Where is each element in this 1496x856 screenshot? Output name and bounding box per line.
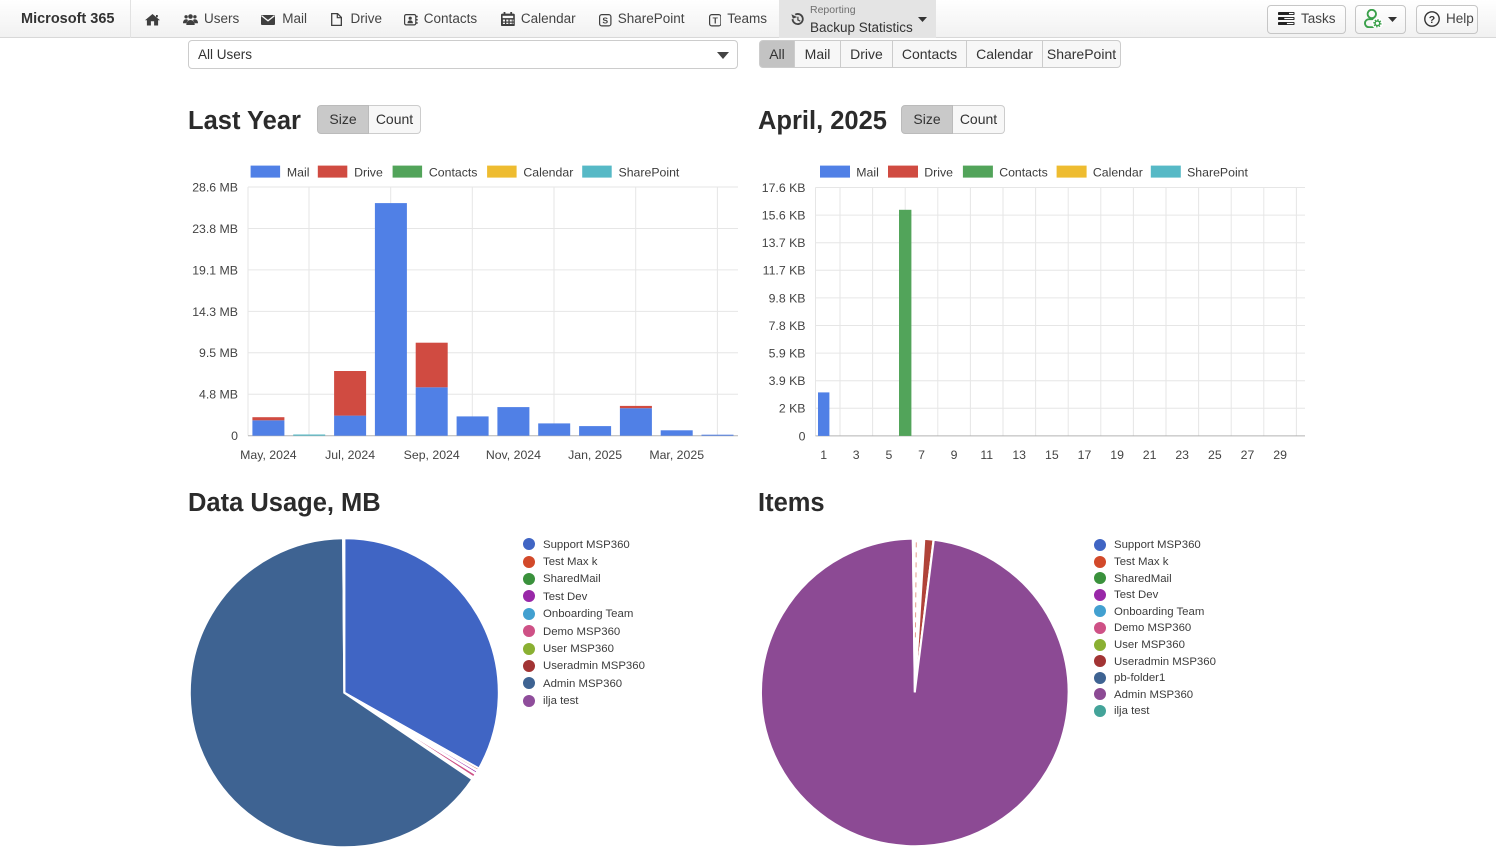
svg-text:9.5 MB: 9.5 MB <box>199 346 238 360</box>
svg-text:Contacts: Contacts <box>429 166 478 180</box>
svg-text:27: 27 <box>1241 448 1255 462</box>
svg-text:Nov, 2024: Nov, 2024 <box>486 448 541 462</box>
svg-text:Jul, 2024: Jul, 2024 <box>325 448 375 462</box>
svg-text:Sep, 2024: Sep, 2024 <box>404 448 460 462</box>
svg-text:?: ? <box>1429 14 1435 26</box>
svg-text:SharePoint: SharePoint <box>619 166 680 180</box>
svg-text:2 KB: 2 KB <box>779 402 806 416</box>
svg-text:9: 9 <box>951 448 958 462</box>
svg-text:Calendar: Calendar <box>523 166 573 180</box>
svg-text:1: 1 <box>820 448 827 462</box>
svg-text:3.9 KB: 3.9 KB <box>769 374 806 388</box>
svg-text:4.8 MB: 4.8 MB <box>199 388 238 402</box>
svg-text:28.6 MB: 28.6 MB <box>192 180 238 194</box>
svg-text:23: 23 <box>1175 448 1189 462</box>
svg-text:0: 0 <box>799 429 806 443</box>
svg-text:15.6 KB: 15.6 KB <box>762 209 806 223</box>
svg-text:15: 15 <box>1045 448 1059 462</box>
svg-text:Drive: Drive <box>924 166 953 180</box>
svg-text:0: 0 <box>231 429 238 443</box>
svg-text:21: 21 <box>1143 448 1157 462</box>
svg-text:May, 2024: May, 2024 <box>240 448 297 462</box>
svg-text:29: 29 <box>1273 448 1287 462</box>
svg-text:Mar, 2025: Mar, 2025 <box>649 448 704 462</box>
svg-text:7: 7 <box>918 448 925 462</box>
svg-text:5: 5 <box>885 448 892 462</box>
svg-text:17: 17 <box>1078 448 1092 462</box>
svg-text:13: 13 <box>1012 448 1026 462</box>
svg-text:Jan, 2025: Jan, 2025 <box>568 448 622 462</box>
svg-text:3: 3 <box>853 448 860 462</box>
svg-text:17.6 KB: 17.6 KB <box>762 181 806 195</box>
svg-text:13.7 KB: 13.7 KB <box>762 236 806 250</box>
svg-text:Drive: Drive <box>354 166 383 180</box>
svg-text:7.8 KB: 7.8 KB <box>769 319 806 333</box>
svg-text:T: T <box>712 16 718 26</box>
svg-text:S: S <box>603 16 609 26</box>
svg-text:23.8 MB: 23.8 MB <box>192 222 238 236</box>
svg-text:Mail: Mail <box>287 166 310 180</box>
svg-text:25: 25 <box>1208 448 1222 462</box>
svg-text:Mail: Mail <box>856 166 879 180</box>
svg-text:SharePoint: SharePoint <box>1187 166 1248 180</box>
svg-text:11: 11 <box>980 448 993 462</box>
svg-text:Contacts: Contacts <box>999 166 1048 180</box>
svg-text:11.7 KB: 11.7 KB <box>763 264 806 278</box>
svg-text:19: 19 <box>1110 448 1124 462</box>
svg-text:19.1 MB: 19.1 MB <box>192 263 238 277</box>
svg-text:Calendar: Calendar <box>1093 166 1143 180</box>
svg-text:14.3 MB: 14.3 MB <box>192 305 238 319</box>
svg-text:9.8 KB: 9.8 KB <box>769 291 806 305</box>
svg-text:5.9 KB: 5.9 KB <box>769 347 806 361</box>
